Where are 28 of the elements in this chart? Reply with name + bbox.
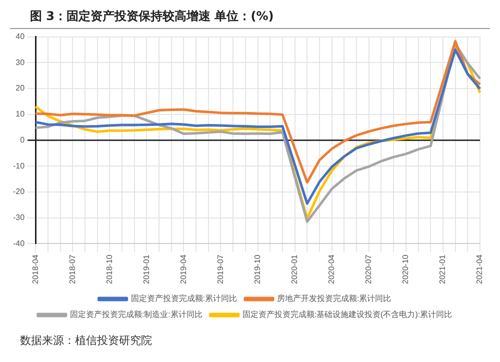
y-tick-label: -10 <box>13 161 26 170</box>
x-tick-label: 2020-10 <box>401 254 410 284</box>
x-tick-label: 2020-01 <box>290 254 300 284</box>
x-tick-label: 2018-07 <box>68 254 77 284</box>
legend-label: 固定资产投资完成额:制造业:累计同比 <box>70 310 202 320</box>
y-tick-label: -40 <box>13 238 26 248</box>
x-tick-label: 2019-07 <box>216 254 225 284</box>
y-tick-label: 10 <box>16 110 26 119</box>
y-tick-label: -20 <box>13 187 26 196</box>
legend-label: 房地产开发投资完成额:累计同比 <box>277 294 392 304</box>
x-tick-label: 2020-07 <box>364 254 374 284</box>
x-tick-label: 2019-04 <box>178 254 188 284</box>
x-tick-label: 2020-04 <box>327 254 336 284</box>
source-note: 数据来源：植信投资研究院 <box>19 333 153 348</box>
y-tick-label: 40 <box>16 32 26 42</box>
x-tick-label: 2021-01 <box>438 254 448 284</box>
chart-title: 图 3：固定资产投资保持较高增速 单位：(%) <box>10 0 490 29</box>
y-tick-label: 20 <box>16 84 26 93</box>
y-tick-label: 0 <box>20 135 26 144</box>
x-tick-label: 2018-10 <box>104 254 114 284</box>
legend-label: 固定资产投资完成额:累计同比 <box>130 294 238 304</box>
y-tick-label: 30 <box>16 58 26 67</box>
x-tick-label: 2019-10 <box>252 254 262 284</box>
x-tick-label: 2019-01 <box>142 254 151 284</box>
x-tick-label: 2021-04 <box>475 254 484 284</box>
x-tick-label: 2018-04 <box>30 254 40 284</box>
legend-label: 固定资产投资完成额:基础设施建设投资(不含电力):累计同比 <box>242 310 452 320</box>
y-tick-label: -30 <box>13 212 26 222</box>
